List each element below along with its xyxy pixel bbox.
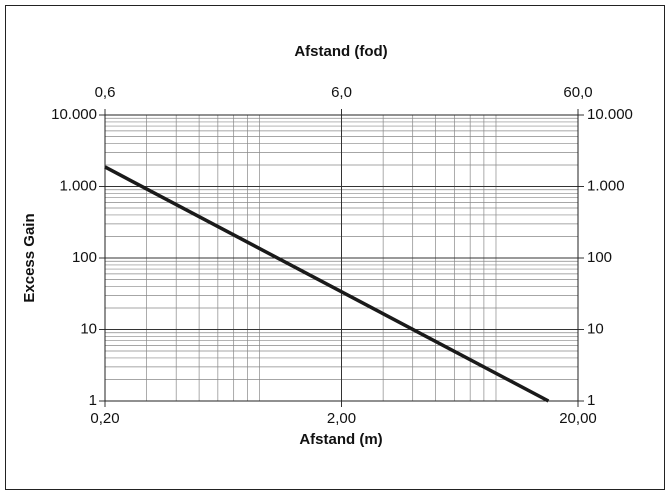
y-tick-label: 100 (72, 249, 97, 266)
data-line (104, 165, 550, 403)
plot-border (104, 114, 579, 402)
y-tick-label-right: 1.000 (587, 177, 625, 194)
x2-tick-label: 0,6 (95, 84, 116, 101)
y-tick-label-right: 10.000 (587, 106, 633, 123)
y-tick-label-right: 100 (587, 249, 612, 266)
y-tick-label: 10.000 (51, 106, 97, 123)
x-tick-label: 0,20 (90, 410, 119, 427)
frame (5, 5, 665, 490)
y-tick-label: 1 (89, 392, 97, 409)
y-tick-label-right: 1 (587, 392, 595, 409)
y-tick-label: 1.000 (59, 177, 97, 194)
x2-axis-title: Afstand (fod) (294, 43, 387, 60)
x-axis-title: Afstand (m) (299, 431, 382, 448)
x2-tick-label: 60,0 (563, 84, 592, 101)
y-tick-label-right: 10 (587, 320, 604, 337)
x2-tick-label: 6,0 (331, 84, 352, 101)
y-axis-title: Excess Gain (21, 213, 38, 302)
x-tick-label: 2,00 (327, 410, 356, 427)
x-tick-label: 20,00 (559, 410, 597, 427)
y-tick-label: 10 (80, 320, 97, 337)
